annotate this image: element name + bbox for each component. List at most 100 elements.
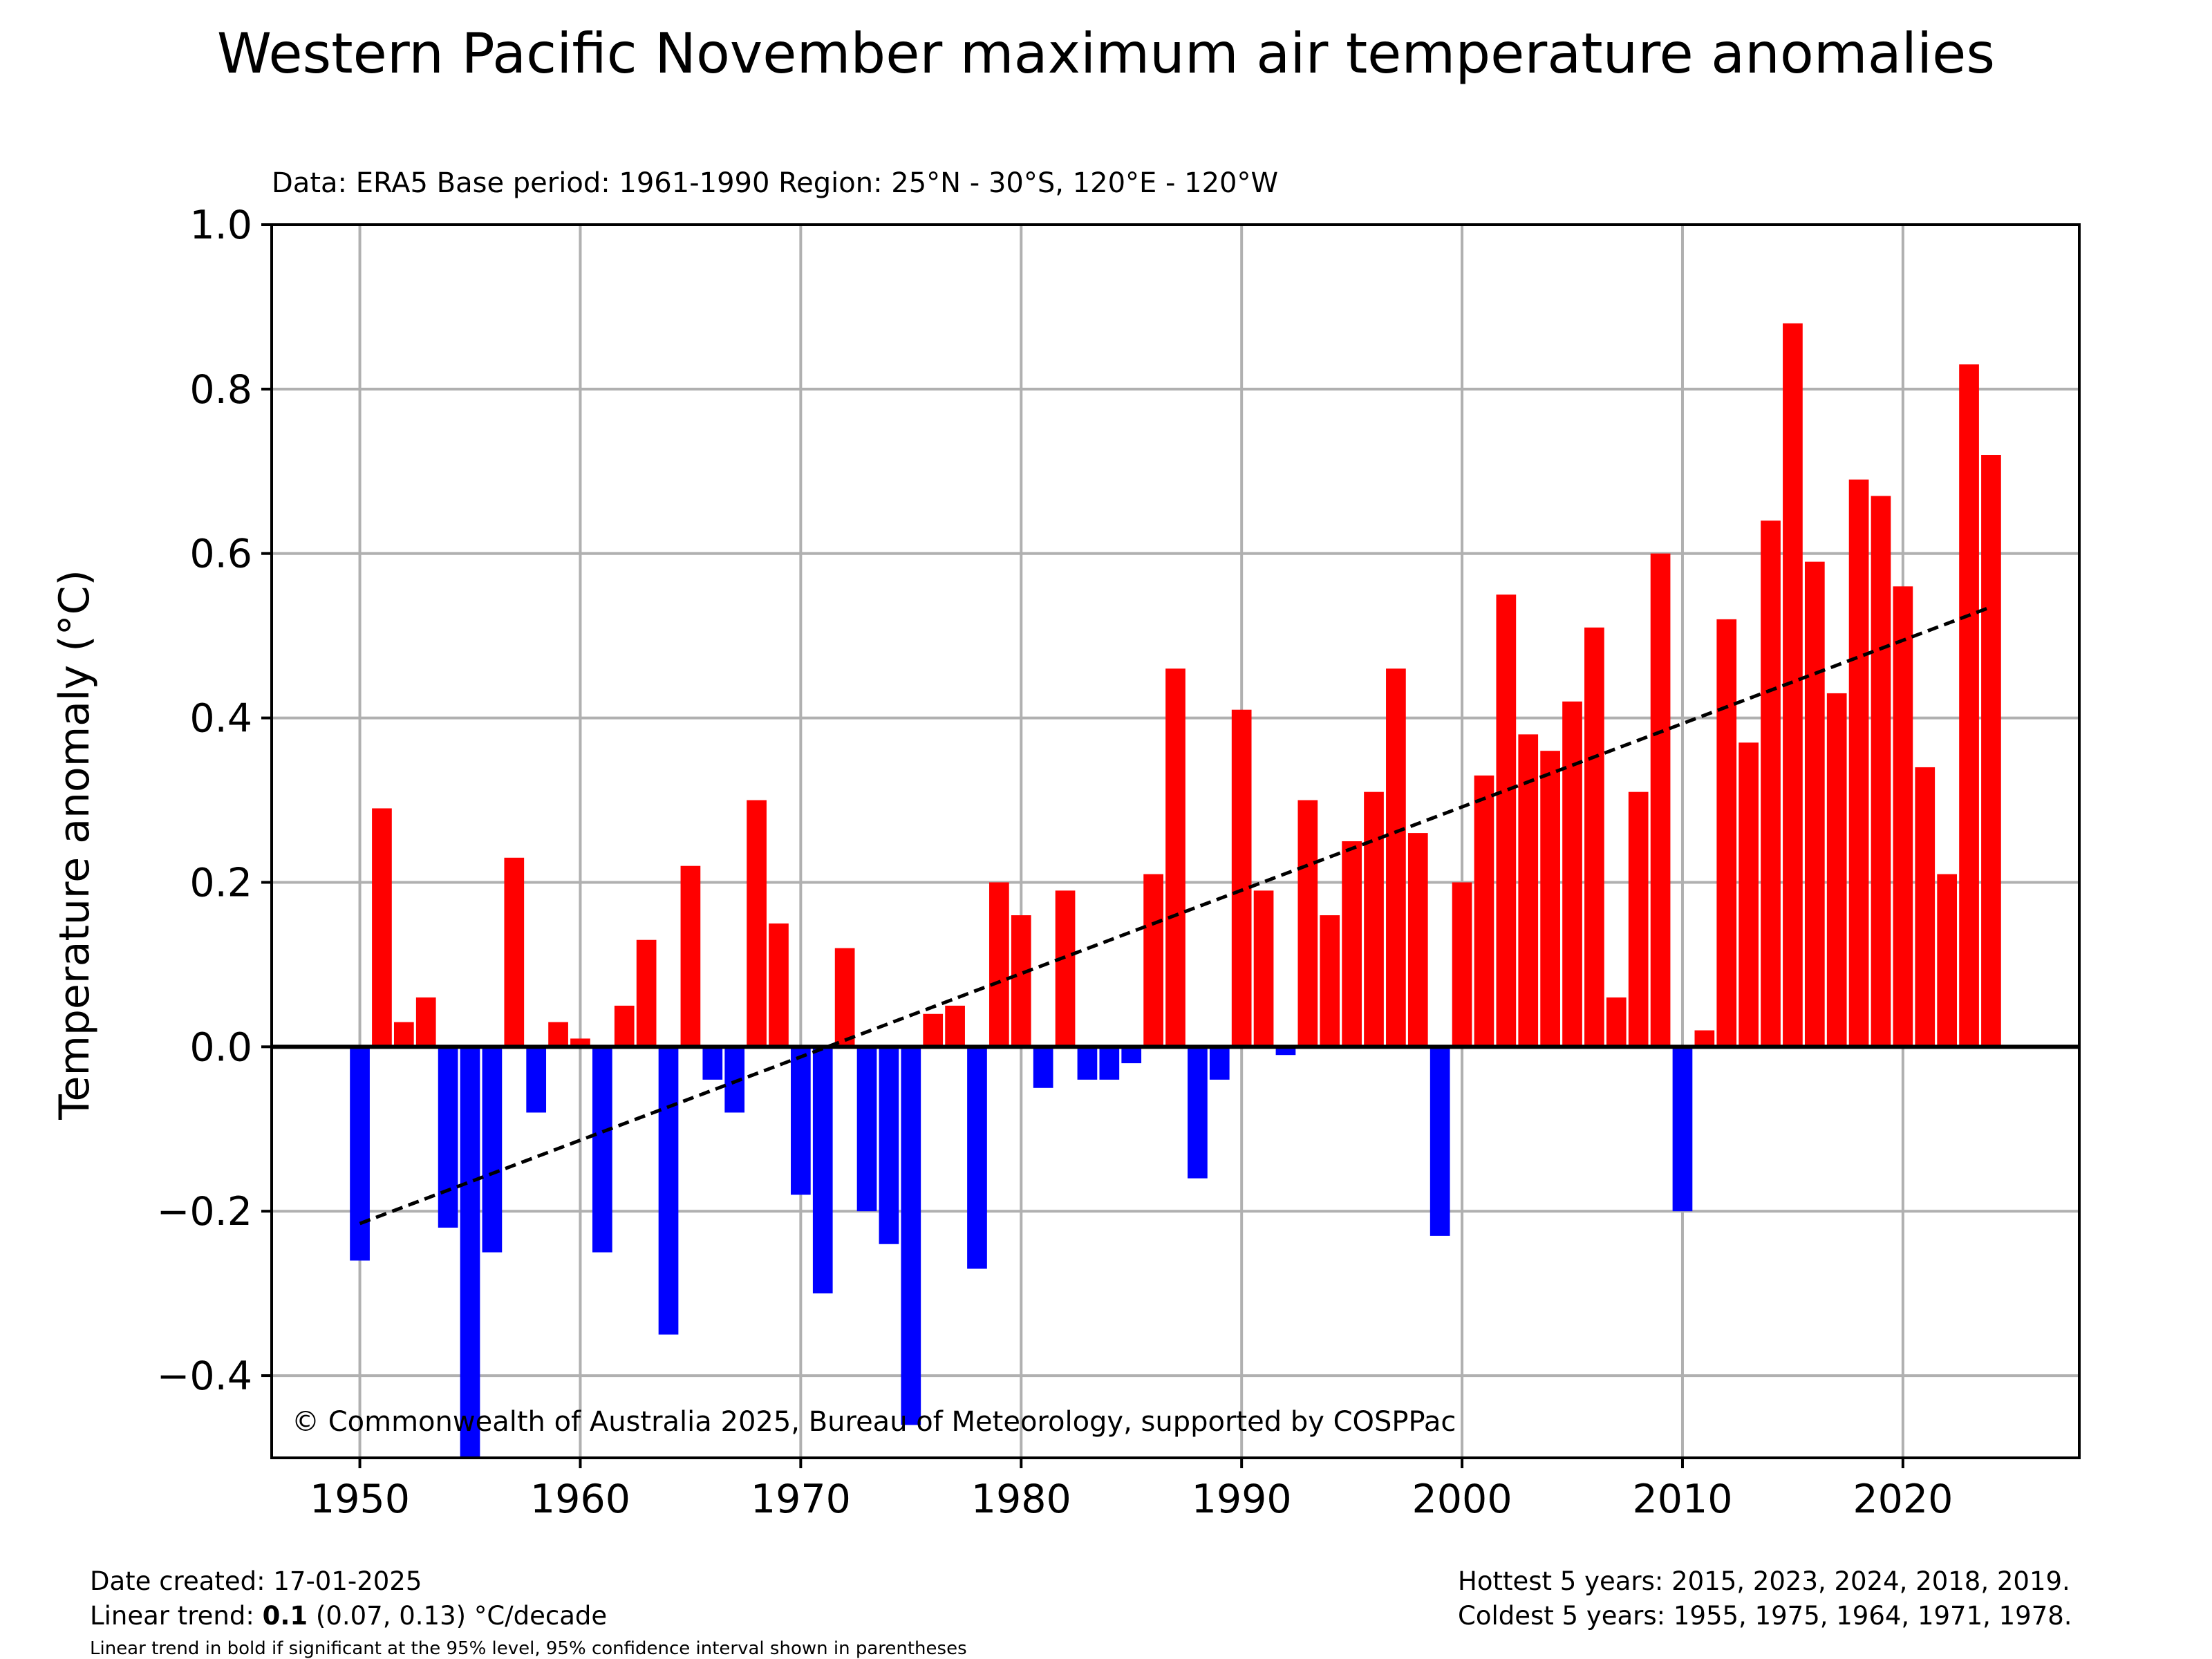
- bar-1999: [1430, 1047, 1450, 1236]
- bar-1951: [372, 808, 392, 1047]
- bar-1960: [570, 1038, 590, 1047]
- bar-2010: [1672, 1047, 1693, 1212]
- bar-1959: [548, 1022, 568, 1047]
- bar-2006: [1584, 627, 1604, 1047]
- y-tick-label: 0.2: [189, 860, 252, 906]
- y-tick-label: 0.8: [189, 367, 252, 413]
- bar-1995: [1342, 841, 1362, 1047]
- bar-1964: [658, 1047, 679, 1335]
- x-tick-label: 1970: [751, 1477, 851, 1522]
- y-tick-label: 1.0: [189, 203, 252, 248]
- bar-1968: [747, 800, 767, 1047]
- bar-1988: [1188, 1047, 1208, 1179]
- bar-1975: [901, 1047, 921, 1425]
- bar-2018: [1848, 479, 1869, 1047]
- bar-1996: [1364, 791, 1384, 1047]
- bar-2012: [1716, 619, 1737, 1047]
- bar-2002: [1496, 594, 1517, 1047]
- y-tick-label: 0.0: [189, 1024, 252, 1070]
- bar-1990: [1231, 709, 1252, 1047]
- bar-2007: [1606, 997, 1627, 1047]
- bar-1978: [967, 1047, 987, 1269]
- bar-1956: [482, 1047, 503, 1253]
- bar-1965: [680, 865, 701, 1047]
- linear-trend-suffix: (0.07, 0.13) °C/decade: [308, 1601, 608, 1631]
- coldest-years: Coldest 5 years: 1955, 1975, 1964, 1971,…: [1458, 1601, 2072, 1631]
- linear-trend-text: Linear trend: 0.1 (0.07, 0.13) °C/decade: [90, 1601, 607, 1631]
- linear-trend-value: 0.1: [262, 1601, 308, 1631]
- bar-1952: [393, 1022, 414, 1047]
- bar-1974: [879, 1047, 899, 1244]
- y-tick-label: 0.6: [189, 532, 252, 577]
- bar-1953: [415, 997, 436, 1047]
- bar-2016: [1804, 561, 1825, 1047]
- chart-title: Western Pacific November maximum air tem…: [217, 21, 1995, 86]
- bars: [350, 323, 2001, 1458]
- bar-1958: [526, 1047, 547, 1113]
- bar-2011: [1694, 1030, 1715, 1047]
- bar-2019: [1871, 496, 1891, 1047]
- bar-1955: [460, 1047, 480, 1458]
- bar-2003: [1518, 734, 1539, 1047]
- bar-2022: [1937, 874, 1958, 1047]
- bar-1981: [1033, 1047, 1053, 1088]
- trend-note: Linear trend in bold if significant at t…: [90, 1638, 967, 1659]
- bar-1969: [769, 923, 789, 1047]
- bar-1994: [1320, 915, 1340, 1047]
- y-axis-label: Temperature anomaly (°C): [50, 570, 99, 1121]
- bar-1950: [350, 1047, 370, 1261]
- bar-1976: [923, 1013, 944, 1047]
- axes: 1950 1960 1970 1980 1990 2000 2010 2020 −0.4 −0.2…: [157, 203, 2081, 1522]
- x-tick-label: 1950: [310, 1477, 410, 1522]
- bar-1963: [636, 939, 657, 1047]
- plot-frame: [270, 223, 2081, 1459]
- chart-subtitle: Data: ERA5 Base period: 1961-1990 Region…: [272, 167, 1278, 199]
- x-tick-label: 1980: [971, 1477, 1071, 1522]
- bar-2024: [1981, 455, 2001, 1047]
- bar-1986: [1143, 874, 1163, 1047]
- copyright-annotation: © Commonwealth of Australia 2025, Bureau…: [292, 1406, 1456, 1438]
- bar-1979: [989, 882, 1009, 1047]
- bar-1980: [1011, 915, 1031, 1047]
- x-tick-label: 2000: [1412, 1477, 1512, 1522]
- hottest-years: Hottest 5 years: 2015, 2023, 2024, 2018,…: [1458, 1566, 2070, 1596]
- bar-2008: [1628, 791, 1649, 1047]
- bar-1993: [1297, 800, 1318, 1047]
- bar-2009: [1650, 553, 1671, 1047]
- y-tick-label: −0.2: [157, 1189, 252, 1235]
- bar-1966: [702, 1047, 723, 1080]
- bar-1961: [592, 1047, 612, 1253]
- bar-1997: [1386, 668, 1406, 1047]
- bar-1998: [1407, 833, 1428, 1047]
- bar-2005: [1562, 701, 1582, 1047]
- bar-1983: [1077, 1047, 1098, 1080]
- bar-2017: [1826, 693, 1847, 1047]
- bar-1970: [791, 1047, 811, 1195]
- bar-1977: [945, 1005, 965, 1047]
- trend-line: [359, 605, 1992, 1226]
- bar-1989: [1209, 1047, 1230, 1080]
- linear-trend-prefix: Linear trend:: [90, 1601, 263, 1631]
- bar-1973: [856, 1047, 877, 1212]
- date-created: Date created: 17-01-2025: [90, 1566, 422, 1596]
- x-tick-label: 1960: [530, 1477, 630, 1522]
- bar-2004: [1540, 751, 1560, 1047]
- y-tick-label: 0.4: [189, 696, 252, 742]
- bar-1991: [1253, 890, 1274, 1047]
- bar-1962: [614, 1005, 635, 1047]
- bar-1957: [504, 857, 525, 1047]
- bar-2013: [1738, 742, 1759, 1047]
- bar-1985: [1121, 1047, 1142, 1064]
- bar-1982: [1055, 890, 1076, 1047]
- bar-2020: [1893, 586, 1913, 1047]
- bar-2014: [1761, 521, 1781, 1047]
- bar-1992: [1275, 1047, 1296, 1056]
- bar-1987: [1165, 668, 1185, 1047]
- bar-2023: [1959, 364, 1979, 1047]
- x-tick-label: 1990: [1192, 1477, 1292, 1522]
- bar-2001: [1474, 775, 1494, 1047]
- x-tick-label: 2020: [1853, 1477, 1953, 1522]
- bar-1971: [812, 1047, 833, 1294]
- bar-2021: [1915, 767, 1936, 1047]
